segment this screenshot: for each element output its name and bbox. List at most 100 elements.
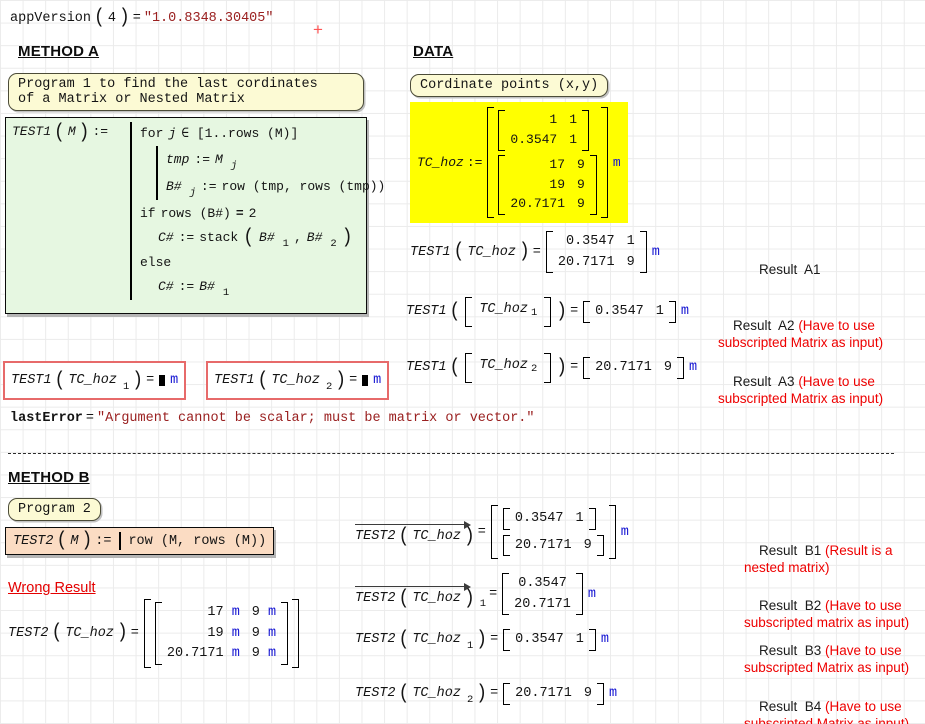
paren-open: (	[54, 369, 66, 392]
result-b3-label[interactable]: Result B3 (Have to use subscripted Matri…	[744, 626, 924, 694]
test2-definition-region[interactable]: TEST2 ( M ) := row (M, rows (M))	[5, 527, 275, 555]
assign-operator: :=	[178, 230, 195, 245]
program1-note[interactable]: Program 1 to find the last cordinates of…	[8, 73, 364, 111]
matrix-cell: 1	[575, 632, 584, 647]
var-csharp: C#	[158, 230, 174, 245]
result-a3-label[interactable]: Result A3 (Have to use subscripted Matri…	[718, 357, 914, 425]
method-a-heading[interactable]: METHOD A	[18, 43, 100, 60]
program-body: for j ∈ [1..rows (M)] tmp := M j B# j :=	[130, 122, 385, 300]
matrix-cell: 20.7171 m	[166, 646, 240, 662]
bracket-left	[503, 683, 511, 705]
label-note-red: (Have to use subscripted Matrix as input…	[718, 373, 884, 406]
program2-note-text: Program 2	[18, 502, 91, 517]
tc-hoz-var: TC_hoz	[479, 358, 528, 373]
result-b1-label[interactable]: Result B1 (Result is a nested matrix)	[744, 526, 919, 594]
tc-hoz-var: TC_hoz	[412, 686, 461, 702]
equals-sign: =	[490, 632, 499, 648]
bracket-left	[498, 154, 506, 216]
matrix-cell: 9 m	[251, 646, 277, 662]
paren-close: )	[116, 621, 128, 645]
section-separator	[8, 453, 894, 454]
label-text: Result B4	[759, 698, 826, 714]
bracket-left	[465, 297, 473, 327]
matrix-cell: 9	[577, 196, 585, 212]
paren-close: )	[335, 369, 347, 392]
matrix-cell: 20.7171	[515, 686, 572, 701]
result-a2-label[interactable]: Result A2 (Have to use subscripted Matri…	[718, 301, 914, 369]
matrix-cell: 17 m	[207, 605, 240, 620]
equals-sign: =	[85, 411, 95, 426]
paren-open: (	[449, 356, 461, 380]
equals-sign: =	[489, 586, 498, 602]
tc-hoz-var: TC_hoz	[479, 302, 528, 317]
appversion-arg: 4	[107, 10, 116, 26]
bold-equals: =	[235, 205, 244, 221]
paren-close: )	[118, 6, 130, 30]
bracket-left	[465, 353, 473, 383]
paren-open: (	[243, 226, 255, 249]
test1-name: TEST1	[12, 124, 52, 139]
paren-open: (	[94, 6, 105, 30]
error-region-2[interactable]: TEST1 ( TC_hoz 2 ) = m	[206, 361, 390, 400]
crosshair-cursor-icon[interactable]: +	[313, 20, 323, 39]
matrix-cell: 9	[577, 176, 585, 192]
matrix-cell: 1	[655, 304, 664, 319]
data-heading[interactable]: DATA	[413, 43, 454, 60]
program-line-else: else	[140, 251, 385, 273]
result-b2-region[interactable]: TEST2 ( TC_hoz ) 1 = 0.3547 20.7171 m	[355, 573, 596, 616]
assign-operator: :=	[194, 152, 211, 167]
var-bsharp: B#	[166, 179, 182, 194]
test1-name: TEST1	[406, 304, 447, 320]
equals-sign: =	[130, 625, 139, 641]
literal-2: 2	[248, 205, 257, 221]
paren-close: )	[81, 529, 93, 553]
vectorize-group: TEST2 ( TC_hoz )	[355, 519, 475, 549]
label-text: Result A3	[733, 373, 799, 389]
stack-fn: stack	[199, 230, 239, 245]
result-a1-region[interactable]: TEST1 ( TC_hoz ) = 0.3547 1 20.7171 9 m	[410, 231, 660, 274]
bracket-right	[575, 573, 583, 616]
test1-program-region[interactable]: TEST1 ( M ) := for j ∈ [1..rows (M)] tmp…	[5, 117, 385, 314]
matrix-cell: 1	[626, 234, 635, 249]
paren-close: )	[463, 525, 475, 549]
matrix-cell: 20.7171	[557, 254, 615, 270]
lasterror-region[interactable]: lastError = "Argument cannot be scalar; …	[10, 411, 535, 426]
wrong-result-heading[interactable]: Wrong Result	[8, 580, 96, 596]
equals-sign: =	[132, 10, 141, 26]
result-b3-region[interactable]: TEST2 ( TC_hoz 1 ) = 0.3547 1 m	[355, 629, 609, 652]
method-b-heading[interactable]: METHOD B	[8, 469, 90, 486]
result-a2-region[interactable]: TEST1 ( TC_hoz 1 ) = 0.3547 1 m	[406, 297, 689, 327]
matrix-cell: 0.3547	[565, 234, 615, 249]
result-b4-region[interactable]: TEST2 ( TC_hoz 2 ) = 20.7171 9 m	[355, 683, 617, 706]
wrong-result-region[interactable]: TEST2 ( TC_hoz ) = 17 m 9 m 19 m 9 m 20.71…	[8, 599, 301, 668]
label-text: Result B2	[759, 597, 826, 613]
test1-name: TEST1	[410, 244, 451, 260]
matrix-cell: 9	[583, 537, 592, 553]
result-a1-label[interactable]: Result A1	[744, 245, 821, 296]
result-b2-label[interactable]: Result B2 (Have to use subscripted matri…	[744, 581, 924, 649]
test1-name: TEST1	[11, 373, 52, 388]
appversion-region[interactable]: appVersion ( 4 ) = "1.0.8348.30405"	[10, 6, 273, 30]
cordinate-note[interactable]: Cordinate points (x,y)	[410, 74, 609, 97]
result-b4-label[interactable]: Result B4 (Have to use subscripted Matri…	[744, 682, 924, 724]
paren-close: )	[341, 226, 353, 249]
paren-close: )	[132, 369, 144, 392]
matrix-cell: 9	[626, 254, 635, 270]
comma: ,	[293, 230, 302, 245]
var-csharp: C#	[158, 279, 174, 294]
result-a3-region[interactable]: TEST1 ( TC_hoz 2 ) = 20.7171 9 m	[406, 353, 697, 383]
result-b1-region[interactable]: TEST2 ( TC_hoz ) = 0.3547 1 20.7171 9	[355, 505, 629, 560]
program2-note[interactable]: Program 2	[8, 498, 101, 521]
result-row-matrix: 20.7171 9	[503, 683, 604, 705]
error-region-1[interactable]: TEST1 ( TC_hoz 1 ) = m	[3, 361, 187, 400]
result-row-matrix: 0.3547 1	[503, 629, 596, 651]
matrix-cell: 9	[583, 686, 592, 701]
label-note-red: (Have to use subscripted matrix as input…	[744, 597, 910, 630]
equals-sign: =	[532, 244, 541, 260]
label-note-red: (Result is a nested matrix)	[744, 542, 897, 575]
matrix-cell: 1	[549, 112, 558, 127]
subscript-2: 2	[466, 693, 474, 706]
